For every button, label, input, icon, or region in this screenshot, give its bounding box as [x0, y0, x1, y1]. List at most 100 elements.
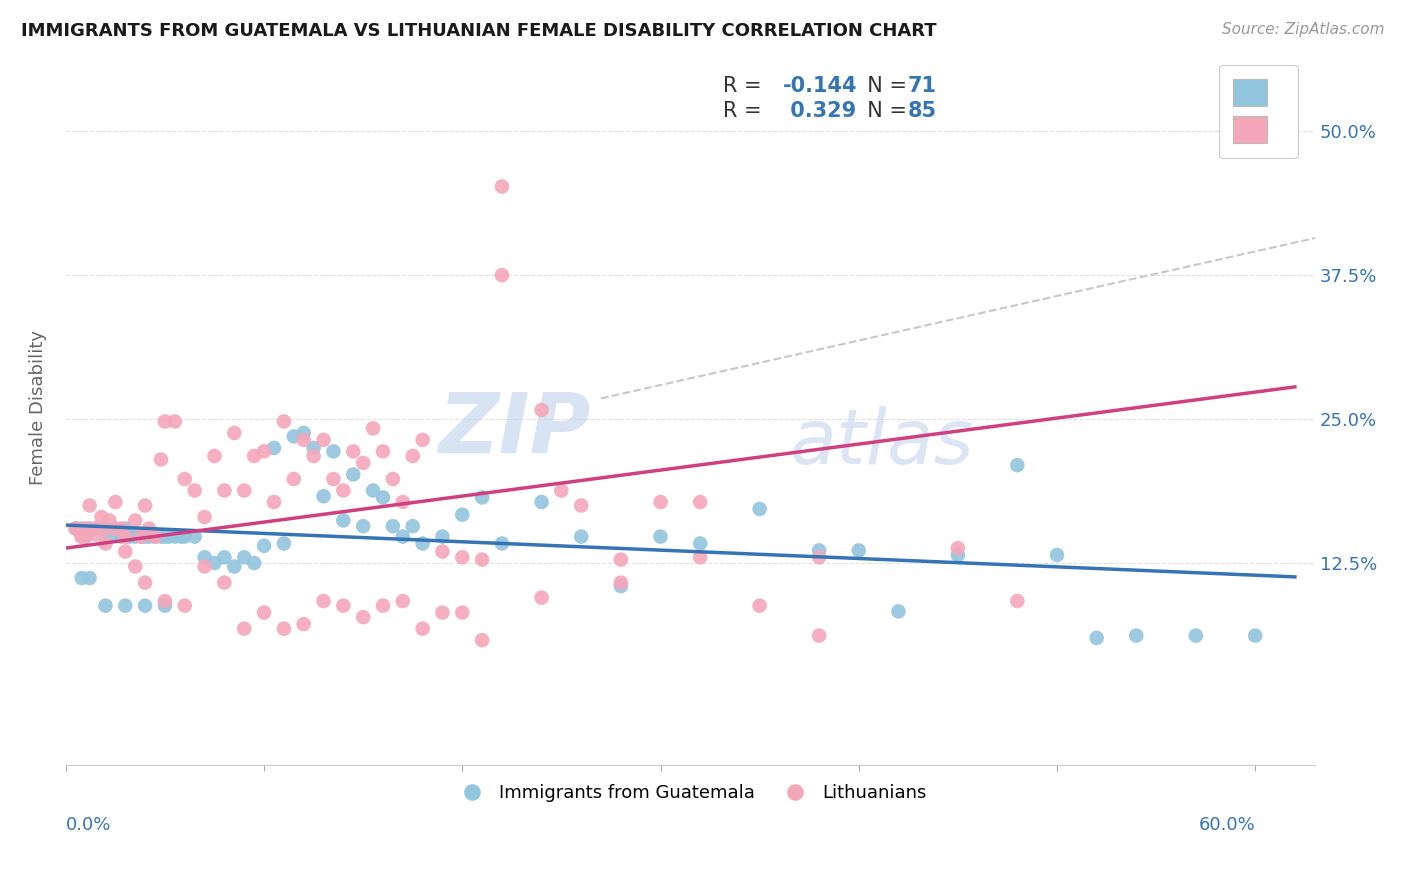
Point	[371, 444, 394, 458]
Point	[124, 513, 146, 527]
Point	[104, 495, 127, 509]
Point	[273, 622, 295, 636]
Point	[569, 530, 592, 544]
Point	[104, 522, 127, 536]
Point	[104, 522, 127, 536]
Point	[194, 510, 217, 524]
Point	[70, 571, 93, 585]
Point	[391, 594, 413, 608]
Point	[302, 449, 325, 463]
Point	[70, 530, 93, 544]
Point	[273, 536, 295, 550]
Point	[550, 483, 572, 498]
Point	[471, 491, 494, 505]
Point	[332, 483, 354, 498]
Point	[946, 541, 969, 555]
Point	[65, 522, 87, 536]
Point	[233, 550, 256, 565]
Point	[848, 543, 870, 558]
Point	[143, 530, 166, 544]
Point	[149, 452, 172, 467]
Point	[90, 522, 112, 536]
Point	[332, 599, 354, 613]
Point	[292, 433, 315, 447]
Point	[371, 491, 394, 505]
Point	[224, 425, 246, 440]
Point	[253, 539, 276, 553]
Text: 60.0%: 60.0%	[1198, 816, 1256, 834]
Text: ZIP: ZIP	[437, 389, 591, 469]
Point	[134, 599, 156, 613]
Text: R =: R =	[723, 76, 768, 95]
Point	[530, 495, 553, 509]
Point	[110, 530, 132, 544]
Point	[312, 594, 335, 608]
Point	[471, 552, 494, 566]
Point	[312, 433, 335, 447]
Y-axis label: Female Disability: Female Disability	[30, 330, 46, 485]
Point	[342, 444, 364, 458]
Point	[143, 530, 166, 544]
Point	[352, 610, 374, 624]
Point	[163, 414, 186, 428]
Point	[138, 530, 160, 544]
Point	[149, 530, 172, 544]
Point	[94, 522, 117, 536]
Point	[153, 599, 176, 613]
Point	[233, 483, 256, 498]
Point	[689, 550, 711, 565]
Point	[79, 571, 101, 585]
Text: Source: ZipAtlas.com: Source: ZipAtlas.com	[1222, 22, 1385, 37]
Point	[75, 530, 97, 544]
Point	[1007, 594, 1029, 608]
Point	[342, 467, 364, 482]
Point	[204, 449, 226, 463]
Point	[332, 513, 354, 527]
Point	[253, 606, 276, 620]
Point	[134, 499, 156, 513]
Point	[650, 495, 672, 509]
Text: 71: 71	[907, 76, 936, 95]
Point	[451, 606, 474, 620]
Text: R =: R =	[723, 101, 768, 120]
Point	[98, 513, 121, 527]
Point	[402, 449, 425, 463]
Point	[808, 629, 831, 643]
Text: N =: N =	[853, 101, 914, 120]
Point	[530, 591, 553, 605]
Text: atlas: atlas	[790, 407, 974, 480]
Point	[183, 530, 205, 544]
Point	[114, 522, 136, 536]
Point	[491, 179, 513, 194]
Point	[153, 530, 176, 544]
Point	[84, 527, 107, 541]
Point	[253, 444, 276, 458]
Point	[1085, 631, 1108, 645]
Point	[412, 536, 434, 550]
Point	[98, 530, 121, 544]
Point	[173, 472, 195, 486]
Point	[94, 599, 117, 613]
Point	[283, 472, 305, 486]
Point	[79, 499, 101, 513]
Point	[163, 530, 186, 544]
Point	[79, 522, 101, 536]
Point	[263, 441, 285, 455]
Point	[412, 622, 434, 636]
Point	[173, 599, 195, 613]
Point	[153, 414, 176, 428]
Point	[134, 530, 156, 544]
Point	[312, 489, 335, 503]
Point	[530, 403, 553, 417]
Point	[432, 530, 454, 544]
Point	[381, 472, 404, 486]
Point	[748, 599, 770, 613]
Text: -0.144: -0.144	[783, 76, 858, 95]
Point	[75, 522, 97, 536]
Point	[302, 441, 325, 455]
Point	[1125, 629, 1147, 643]
Point	[451, 508, 474, 522]
Point	[118, 530, 141, 544]
Point	[194, 550, 217, 565]
Point	[75, 530, 97, 544]
